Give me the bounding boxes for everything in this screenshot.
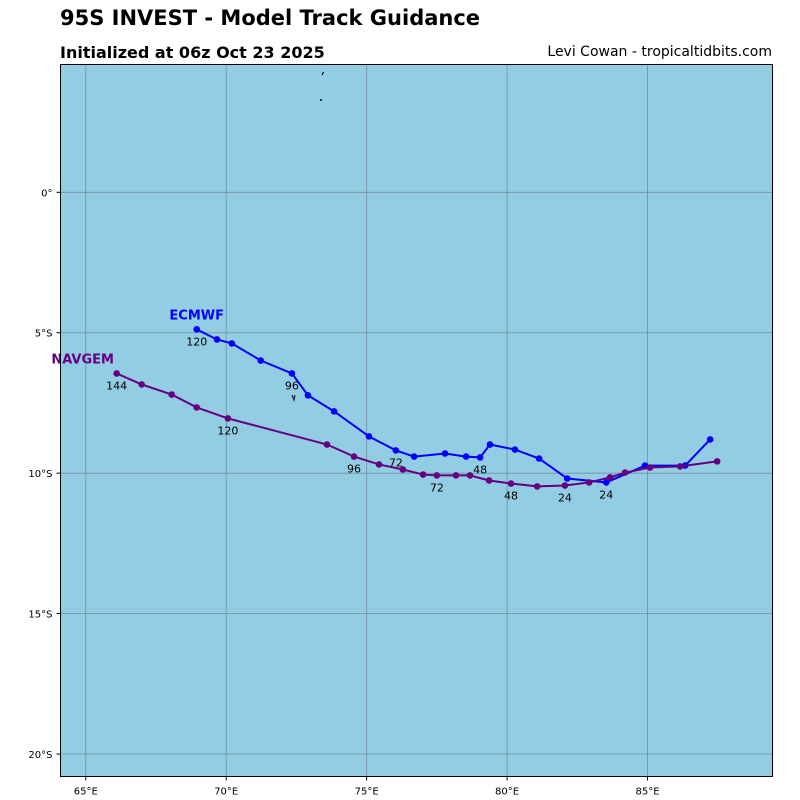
track-point xyxy=(476,454,484,461)
credit: Levi Cowan - tropicaltidbits.com xyxy=(547,44,772,60)
track-point xyxy=(563,475,571,482)
track-point xyxy=(585,479,593,486)
track-point xyxy=(193,326,201,333)
track-point xyxy=(561,482,569,489)
track-point xyxy=(323,441,331,448)
forecast-hour-label: 48 xyxy=(504,490,518,503)
track-point xyxy=(213,336,221,343)
track-point xyxy=(441,450,449,457)
track-point xyxy=(350,453,358,460)
lon-tick-label: 65°E xyxy=(74,787,98,798)
lon-tick-label: 75°E xyxy=(355,787,379,798)
track-point xyxy=(706,436,714,443)
lat-tick-label: 5°S xyxy=(35,329,53,340)
island xyxy=(291,394,296,403)
track-point xyxy=(288,370,296,377)
track-point xyxy=(330,408,338,415)
track-point xyxy=(462,453,470,460)
track-point xyxy=(713,458,721,465)
track-point xyxy=(486,441,494,448)
track-point xyxy=(533,483,541,490)
model-name-label: NAVGEM xyxy=(51,352,114,367)
lon-tick-label: 85°E xyxy=(635,787,659,798)
forecast-hour-label: 120 xyxy=(186,335,207,348)
track-point xyxy=(535,455,543,462)
axes: 65°E 70°E 75°E 80°E 85°E 0° 5°S 10°S 15°S 20°S xyxy=(28,188,659,797)
track-point xyxy=(193,404,201,411)
track-navgem: 24 48 72 96 120 144 NAVGEM xyxy=(51,352,721,505)
lon-tick-label: 70°E xyxy=(214,787,238,798)
lat-tick-label: 0° xyxy=(41,188,52,199)
forecast-hour-label: 24 xyxy=(599,488,613,501)
track-point xyxy=(304,392,312,399)
forecast-hour-label: 96 xyxy=(285,379,299,392)
forecast-hour-label: 48 xyxy=(473,463,487,476)
lat-tick-label: 10°S xyxy=(28,469,52,480)
forecast-hour-label: 24 xyxy=(558,492,572,505)
track-point xyxy=(676,463,684,470)
track-point xyxy=(485,477,493,484)
track-point xyxy=(621,469,629,476)
track-point xyxy=(399,466,407,473)
track-point xyxy=(113,370,120,377)
init-time: Initialized at 06z Oct 23 2025 xyxy=(60,43,325,62)
model-name-label: ECMWF xyxy=(169,308,224,323)
track-point xyxy=(410,453,418,460)
track-point xyxy=(511,446,519,453)
track-point xyxy=(375,461,383,468)
track-point xyxy=(224,415,232,422)
model-tracks: 24 48 72 96 120 ECMWF 24 48 72 96 120 144 NAVGEM xyxy=(51,308,721,505)
track-point xyxy=(433,472,441,479)
forecast-hour-label: 72 xyxy=(389,456,403,469)
chart-title: 95S INVEST - Model Track Guidance xyxy=(60,6,481,30)
forecast-hour-label: 144 xyxy=(106,379,127,392)
track-point xyxy=(365,433,373,440)
track-point xyxy=(168,391,176,398)
lat-tick-label: 15°S xyxy=(28,610,52,621)
forecast-hour-label: 120 xyxy=(217,424,238,437)
lon-tick-label: 80°E xyxy=(495,787,519,798)
island xyxy=(320,99,322,101)
track-point xyxy=(419,471,427,478)
track-point xyxy=(138,381,145,388)
map-frame xyxy=(60,64,773,777)
islands xyxy=(291,71,325,403)
track-point xyxy=(466,472,474,479)
track-point xyxy=(606,474,614,481)
track-point xyxy=(507,480,515,487)
lat-tick-label: 20°S xyxy=(28,750,52,761)
island xyxy=(321,71,325,76)
track-point xyxy=(392,447,400,454)
track-point xyxy=(646,464,654,471)
ocean-background xyxy=(60,64,773,777)
track-point xyxy=(602,479,610,486)
track-point xyxy=(452,472,460,479)
forecast-hour-label: 96 xyxy=(347,463,361,476)
track-point xyxy=(257,357,265,364)
track-point xyxy=(228,340,236,347)
forecast-hour-label: 72 xyxy=(430,481,444,494)
